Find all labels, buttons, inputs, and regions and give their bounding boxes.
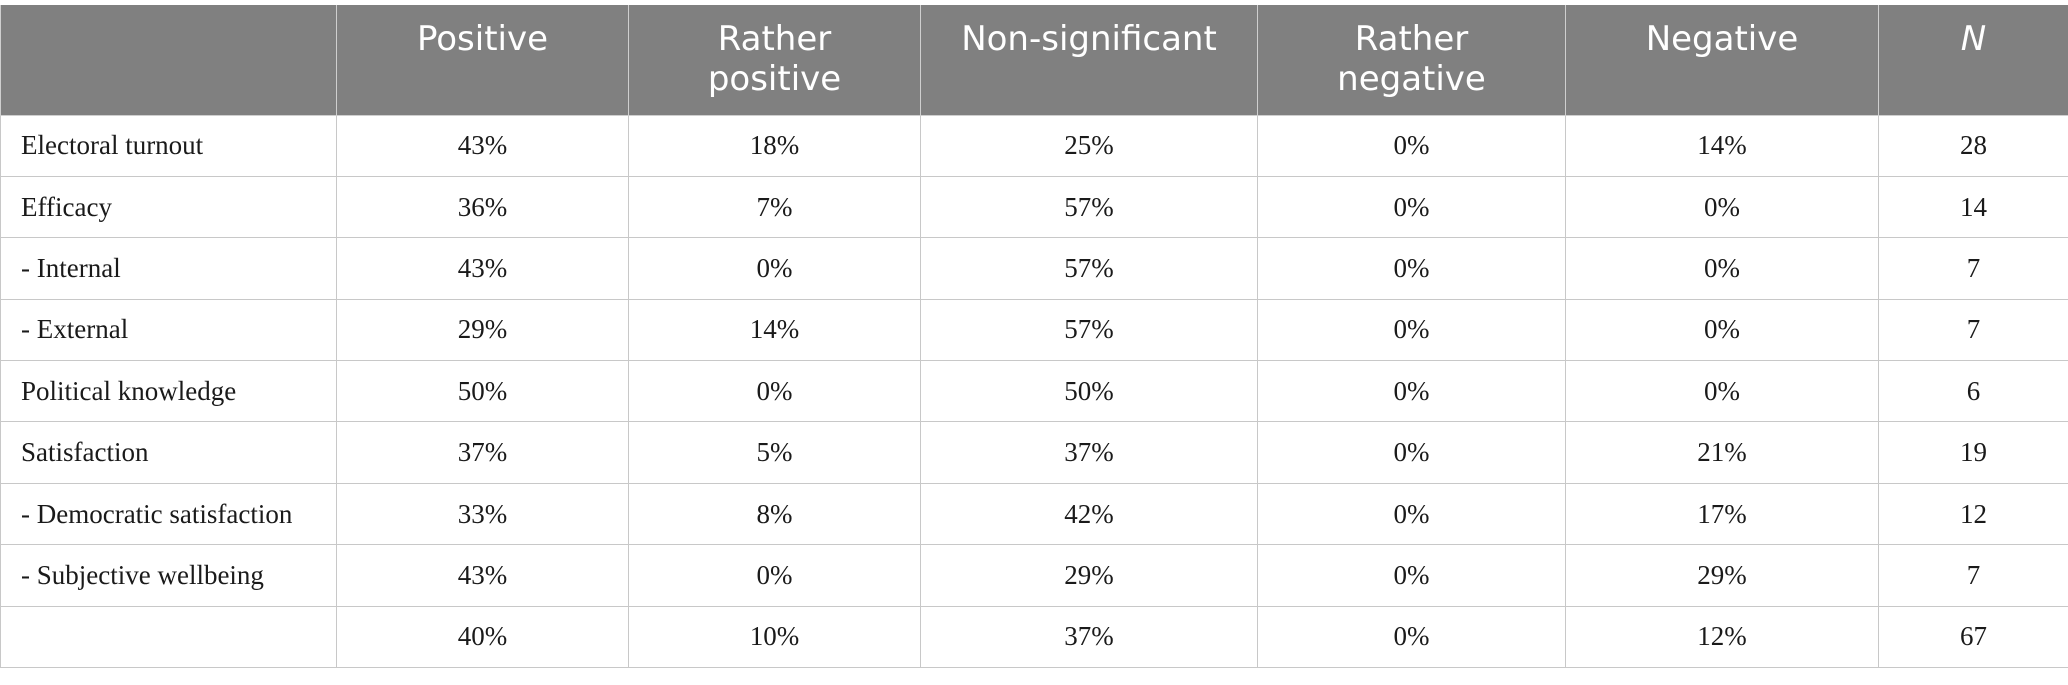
cell-n: 67 bbox=[1878, 605, 2068, 669]
cell-non-significant: 37% bbox=[920, 605, 1258, 669]
cell-positive: 36% bbox=[336, 175, 629, 239]
cell-rather-negative: 0% bbox=[1257, 544, 1566, 607]
row-label-cell: Satisfaction bbox=[0, 421, 337, 484]
cell-non-significant: 42% bbox=[920, 482, 1258, 546]
table-header: Positive Rather positive Non-significant … bbox=[0, 5, 2068, 116]
table-row: 40% 10% 37% 0% 12% 67 bbox=[0, 605, 2068, 669]
cell-n: 7 bbox=[1878, 298, 2068, 362]
header-cell-n: N bbox=[1878, 5, 2068, 116]
cell-negative: 0% bbox=[1565, 237, 1879, 300]
cell-rather-negative: 0% bbox=[1257, 482, 1566, 546]
header-cell-non-significant: Non-significant bbox=[920, 5, 1258, 116]
cell-negative: 0% bbox=[1565, 175, 1879, 239]
cell-positive: 33% bbox=[336, 482, 629, 546]
header-cell-negative: Negative bbox=[1565, 5, 1879, 116]
table-row: Satisfaction 37% 5% 37% 0% 21% 19 bbox=[0, 421, 2068, 484]
cell-rather-negative: 0% bbox=[1257, 605, 1566, 669]
cell-rather-positive: 8% bbox=[628, 482, 921, 546]
results-table: Positive Rather positive Non-significant … bbox=[0, 5, 2068, 669]
cell-non-significant: 25% bbox=[920, 114, 1258, 177]
cell-rather-negative: 0% bbox=[1257, 298, 1566, 362]
cell-positive: 43% bbox=[336, 544, 629, 607]
row-label-cell: Efficacy bbox=[0, 175, 337, 239]
table-body: Electoral turnout 43% 18% 25% 0% 14% 28 Efficac… bbox=[0, 114, 2068, 669]
row-label-cell: Political knowledge bbox=[0, 360, 337, 423]
cell-n: 7 bbox=[1878, 544, 2068, 607]
header-cell-rather-negative: Rather negative bbox=[1257, 5, 1566, 116]
cell-non-significant: 57% bbox=[920, 237, 1258, 300]
cell-rather-positive: 14% bbox=[628, 298, 921, 362]
cell-positive: 50% bbox=[336, 360, 629, 423]
cell-rather-positive: 7% bbox=[628, 175, 921, 239]
cell-positive: 37% bbox=[336, 421, 629, 484]
cell-rather-positive: 18% bbox=[628, 114, 921, 177]
cell-rather-positive: 0% bbox=[628, 237, 921, 300]
table-row: - External 29% 14% 57% 0% 0% 7 bbox=[0, 298, 2068, 362]
cell-negative: 12% bbox=[1565, 605, 1879, 669]
cell-rather-negative: 0% bbox=[1257, 237, 1566, 300]
header-cell-label bbox=[0, 5, 337, 116]
cell-positive: 43% bbox=[336, 237, 629, 300]
table-row: Efficacy 36% 7% 57% 0% 0% 14 bbox=[0, 175, 2068, 239]
cell-rather-positive: 0% bbox=[628, 544, 921, 607]
cell-negative: 0% bbox=[1565, 298, 1879, 362]
row-label-cell: - Democratic satisfaction bbox=[0, 482, 337, 546]
cell-negative: 29% bbox=[1565, 544, 1879, 607]
results-table-container: Positive Rather positive Non-significant … bbox=[0, 5, 2068, 669]
cell-rather-negative: 0% bbox=[1257, 360, 1566, 423]
cell-negative: 0% bbox=[1565, 360, 1879, 423]
header-cell-positive: Positive bbox=[336, 5, 629, 116]
cell-n: 14 bbox=[1878, 175, 2068, 239]
cell-rather-negative: 0% bbox=[1257, 114, 1566, 177]
cell-n: 28 bbox=[1878, 114, 2068, 177]
cell-rather-positive: 0% bbox=[628, 360, 921, 423]
row-label-cell: Electoral turnout bbox=[0, 114, 337, 177]
cell-n: 7 bbox=[1878, 237, 2068, 300]
table-row: - Democratic satisfaction 33% 8% 42% 0% 17% 12 bbox=[0, 482, 2068, 546]
cell-n: 19 bbox=[1878, 421, 2068, 484]
cell-positive: 40% bbox=[336, 605, 629, 669]
row-label-cell: - External bbox=[0, 298, 337, 362]
cell-positive: 29% bbox=[336, 298, 629, 362]
cell-rather-positive: 10% bbox=[628, 605, 921, 669]
cell-non-significant: 29% bbox=[920, 544, 1258, 607]
cell-rather-positive: 5% bbox=[628, 421, 921, 484]
table-row: - Internal 43% 0% 57% 0% 0% 7 bbox=[0, 237, 2068, 300]
cell-non-significant: 50% bbox=[920, 360, 1258, 423]
cell-negative: 17% bbox=[1565, 482, 1879, 546]
header-cell-rather-positive: Rather positive bbox=[628, 5, 921, 116]
cell-negative: 14% bbox=[1565, 114, 1879, 177]
cell-positive: 43% bbox=[336, 114, 629, 177]
table-row: Electoral turnout 43% 18% 25% 0% 14% 28 bbox=[0, 114, 2068, 177]
cell-non-significant: 57% bbox=[920, 298, 1258, 362]
table-row: Political knowledge 50% 0% 50% 0% 0% 6 bbox=[0, 360, 2068, 423]
row-label-cell: - Subjective wellbeing bbox=[0, 544, 337, 607]
cell-negative: 21% bbox=[1565, 421, 1879, 484]
cell-non-significant: 57% bbox=[920, 175, 1258, 239]
row-label-cell bbox=[0, 605, 337, 669]
cell-n: 12 bbox=[1878, 482, 2068, 546]
cell-non-significant: 37% bbox=[920, 421, 1258, 484]
cell-rather-negative: 0% bbox=[1257, 421, 1566, 484]
cell-rather-negative: 0% bbox=[1257, 175, 1566, 239]
cell-n: 6 bbox=[1878, 360, 2068, 423]
row-label-cell: - Internal bbox=[0, 237, 337, 300]
header-row: Positive Rather positive Non-significant … bbox=[0, 5, 2068, 116]
table-row: - Subjective wellbeing 43% 0% 29% 0% 29% 7 bbox=[0, 544, 2068, 607]
